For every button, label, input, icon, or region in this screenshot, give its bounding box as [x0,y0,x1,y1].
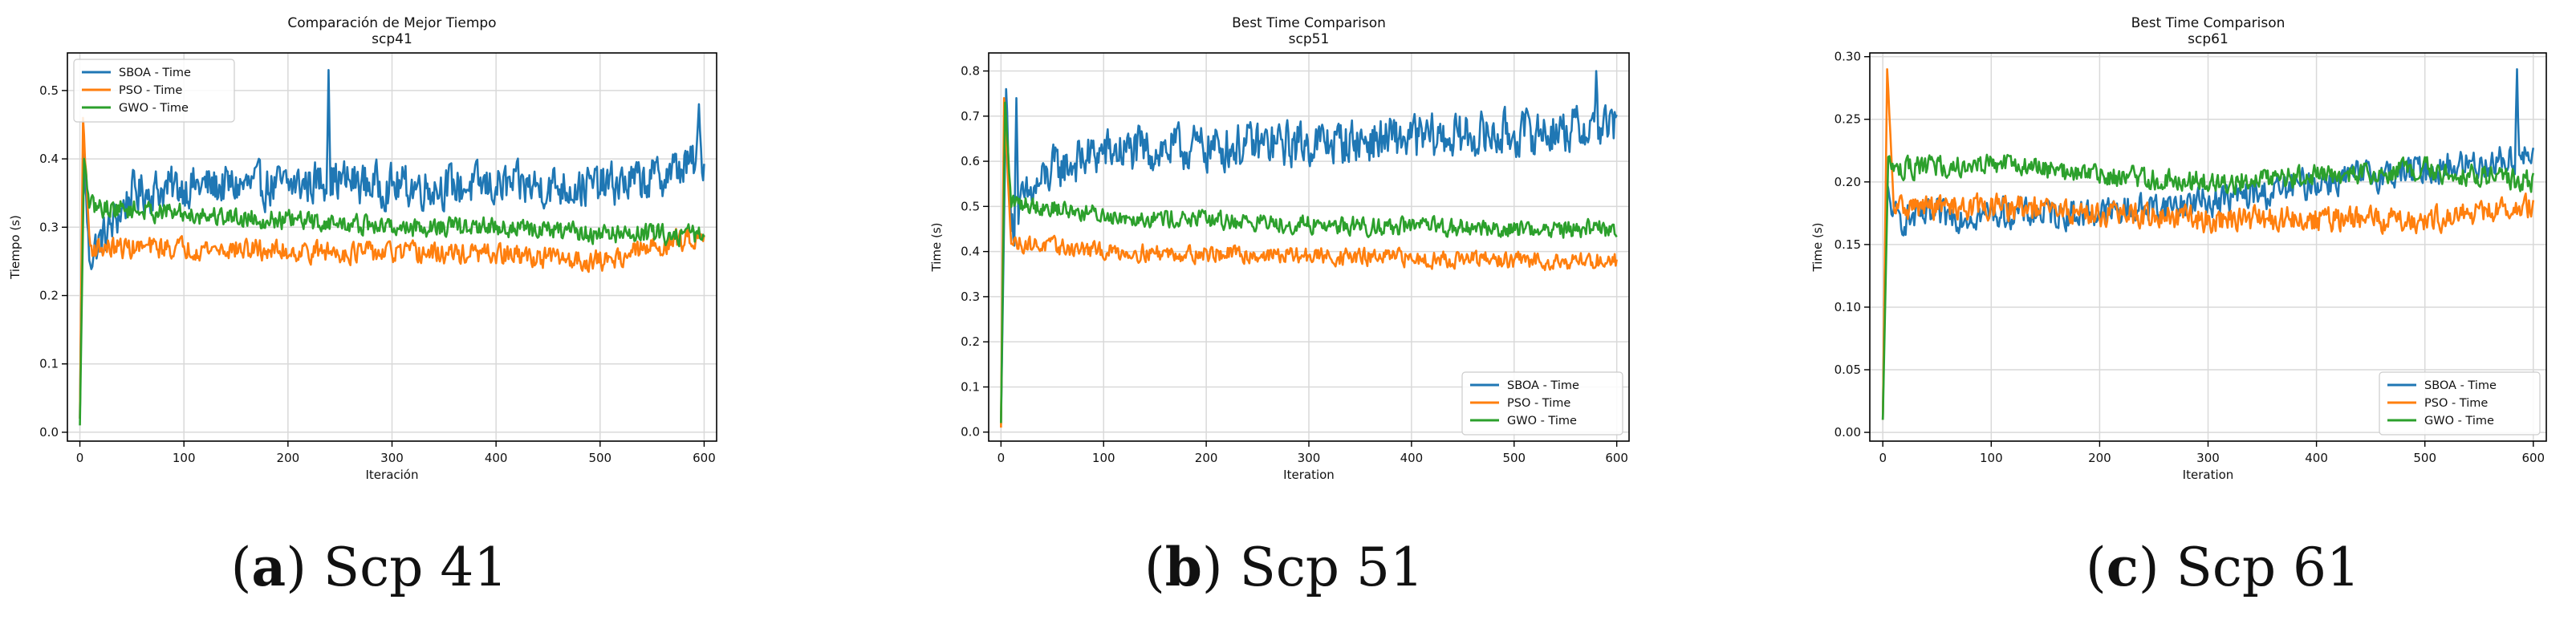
legend-label: GWO - Time [2424,415,2494,427]
legend-label: SBOA - Time [119,67,191,79]
legend: SBOA - Time PSO - Time GWO - Time [1461,371,1623,436]
chart-title: Best Time Comparison [2131,15,2285,31]
y-tick-label: 0.15 [1834,237,1861,252]
x-axis-label: Iteración [366,468,419,482]
x-tick-label: 600 [2521,451,2545,465]
chart-panel-1: 0 100 200 300 400 500 600 0.0 0.1 0.2 0.3 0.4 0.5 0.6… [929,15,1630,482]
x-tick-label: 500 [2413,451,2436,465]
x-tick-label: 300 [380,451,404,465]
caption-b: (b) Scp 51 [1144,536,1424,598]
x-tick-label: 600 [1605,451,1628,465]
x-tick-label: 600 [693,451,716,465]
x-tick-label: 0 [76,451,84,465]
x-tick-label: 200 [277,451,300,465]
series-line-gwo [79,157,705,426]
x-tick-label: 300 [1298,451,1321,465]
legend: SBOA - Time PSO - Time GWO - Time [73,59,235,123]
x-axis-label: Iteration [2183,468,2234,482]
y-axis-label: Tiempo (s) [8,215,22,280]
y-tick-label: 0.30 [1834,50,1861,64]
y-tick-label: 0.7 [961,109,980,124]
x-tick-label: 100 [173,451,196,465]
legend-box [73,59,235,123]
y-tick-label: 0.5 [39,83,59,98]
chart-title: Comparación de Mejor Tiempo [287,15,496,31]
legend-label: PSO - Time [2424,397,2488,410]
legend-label: SBOA - Time [1507,379,1579,392]
chart-title: Best Time Comparison [1232,15,1386,31]
series-line-pso [1000,96,1618,428]
x-tick-label: 100 [1980,451,2003,465]
y-tick-label: 0.00 [1834,425,1861,440]
chart-subtitle: scp61 [2188,31,2229,47]
x-tick-label: 0 [997,451,1006,465]
y-tick-label: 0.6 [961,154,980,168]
legend-label: GWO - Time [1507,415,1577,427]
x-tick-label: 200 [2088,451,2111,465]
y-tick-label: 0.4 [961,245,980,259]
series-line-pso [1881,68,2535,420]
legend: SBOA - Time PSO - Time GWO - Time [2379,371,2541,436]
x-tick-label: 400 [485,451,508,465]
series-line-sboa [1000,70,1618,423]
x-tick-label: 400 [2305,451,2328,465]
x-tick-label: 0 [1879,451,1887,465]
x-tick-label: 300 [2196,451,2220,465]
x-tick-label: 200 [1195,451,1218,465]
legend-label: PSO - Time [119,84,182,97]
y-tick-label: 0.2 [961,334,980,349]
y-tick-label: 0.0 [39,425,59,440]
y-tick-label: 0.10 [1834,300,1861,314]
y-tick-label: 0.25 [1834,112,1861,127]
caption-a: (a) Scp 41 [230,536,508,598]
y-axis-label: Time (s) [929,223,944,273]
chart-subtitle: scp41 [372,31,412,47]
chart-panel-0: 0 100 200 300 400 500 600 0.0 0.1 0.2 0.3 0.4 0.5 Com… [8,15,717,482]
y-tick-label: 0.4 [39,152,59,166]
x-tick-label: 400 [1400,451,1424,465]
y-tick-label: 0.8 [961,64,980,79]
caption-c: (c) Scp 61 [2085,536,2361,598]
y-axis-label: Time (s) [1810,223,1825,273]
legend-label: SBOA - Time [2424,379,2497,392]
y-tick-label: 0.0 [961,425,980,440]
y-tick-label: 0.3 [39,220,59,234]
y-tick-label: 0.20 [1834,175,1861,189]
x-tick-label: 500 [588,451,611,465]
y-tick-label: 0.3 [961,290,980,304]
chart-subtitle: scp51 [1289,31,1330,47]
y-tick-label: 0.5 [961,199,980,213]
legend-box [2379,371,2541,436]
x-tick-label: 500 [1502,451,1526,465]
series-line-gwo [1000,101,1618,423]
legend-label: PSO - Time [1507,397,1570,410]
y-tick-label: 0.1 [39,357,59,371]
legend-box [1461,371,1623,436]
series-line-gwo [1881,153,2535,420]
series-line-pso [79,116,705,419]
y-tick-label: 0.2 [39,289,59,303]
legend-label: GWO - Time [119,102,189,115]
series-line-sboa [79,69,705,419]
y-tick-label: 0.05 [1834,363,1861,377]
x-tick-label: 100 [1092,451,1115,465]
y-tick-label: 0.1 [961,379,980,394]
chart-panel-2: 0 100 200 300 400 500 600 0.00 0.05 0.10 0.15 0.20 0… [1810,15,2547,482]
x-axis-label: Iteration [1283,468,1335,482]
